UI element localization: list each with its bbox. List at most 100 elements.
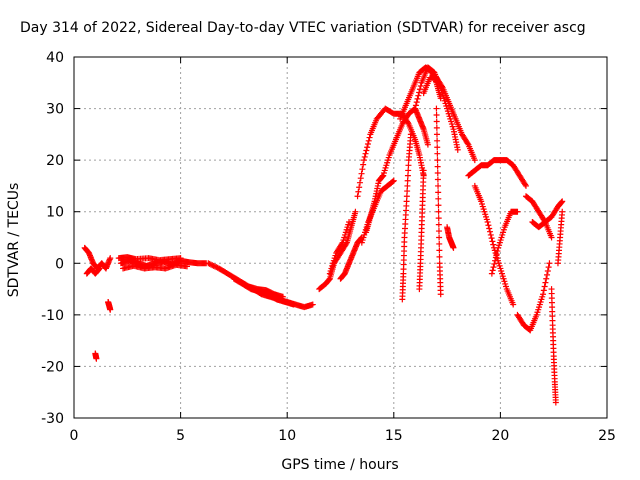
grid bbox=[74, 57, 607, 418]
chart-title: Day 314 of 2022, Sidereal Day-to-day VTE… bbox=[20, 20, 586, 36]
data-point bbox=[356, 179, 363, 186]
data-point bbox=[390, 177, 397, 184]
data-point bbox=[433, 124, 440, 131]
y-tick-label: -20 bbox=[41, 359, 64, 375]
data-point bbox=[471, 157, 478, 164]
data-point bbox=[433, 131, 440, 138]
data-point bbox=[439, 83, 446, 90]
data-point bbox=[390, 178, 396, 185]
data-point bbox=[364, 144, 371, 151]
data-point bbox=[543, 275, 550, 282]
data-point bbox=[93, 355, 100, 362]
series-drop-4 bbox=[444, 224, 457, 251]
series-arc-early-lower bbox=[83, 265, 103, 277]
data-point bbox=[487, 231, 494, 238]
data-point bbox=[436, 247, 443, 254]
data-point bbox=[412, 102, 419, 109]
data-point bbox=[433, 118, 440, 125]
data-point bbox=[416, 86, 423, 93]
series-drop-3 bbox=[433, 105, 444, 298]
series-arc-h bbox=[465, 157, 529, 189]
data-point bbox=[436, 240, 443, 247]
ticks: 0 5 10 15 20 25 -30 -20 -10 0 10 20 30 40 bbox=[41, 50, 616, 444]
data-point bbox=[405, 167, 412, 174]
data-point bbox=[413, 99, 420, 106]
data-point bbox=[354, 193, 361, 200]
data-point bbox=[437, 291, 444, 298]
data-point bbox=[545, 264, 552, 271]
data-point bbox=[211, 263, 218, 270]
series-arc-a bbox=[354, 105, 427, 200]
y-tick-label: -30 bbox=[41, 411, 64, 427]
data-point bbox=[510, 301, 517, 308]
data-point bbox=[209, 262, 216, 269]
data-point bbox=[434, 144, 441, 151]
data-point bbox=[433, 112, 440, 119]
data-point bbox=[494, 248, 501, 255]
data-point bbox=[309, 301, 316, 308]
data-point bbox=[552, 399, 559, 406]
data-point bbox=[487, 228, 494, 235]
data-point bbox=[492, 254, 499, 261]
data-point bbox=[290, 301, 297, 308]
data-point bbox=[544, 271, 551, 278]
series-drop-2 bbox=[416, 167, 427, 293]
data-point bbox=[450, 244, 457, 251]
data-point bbox=[183, 263, 190, 270]
data-point bbox=[435, 228, 442, 235]
data-point bbox=[542, 279, 549, 286]
y-tick-label: -10 bbox=[41, 308, 64, 324]
y-tick-label: 10 bbox=[46, 205, 64, 221]
data-point bbox=[412, 105, 419, 112]
data-point bbox=[405, 162, 412, 169]
data-point bbox=[404, 182, 411, 189]
data-point bbox=[559, 198, 566, 205]
data-point bbox=[548, 234, 555, 241]
data-point bbox=[357, 175, 364, 182]
data-point bbox=[352, 208, 359, 215]
series-rise-2 bbox=[326, 219, 353, 277]
data-point bbox=[417, 83, 424, 90]
series-arc-g bbox=[420, 74, 478, 164]
data-point bbox=[491, 260, 498, 267]
data-point bbox=[544, 268, 551, 275]
data-point bbox=[436, 253, 443, 260]
data-point bbox=[358, 170, 365, 177]
x-tick-label: 20 bbox=[491, 428, 509, 444]
data-point bbox=[435, 221, 442, 228]
data-point bbox=[399, 296, 406, 303]
data-point bbox=[464, 140, 471, 147]
data-point bbox=[360, 161, 367, 168]
data-point bbox=[490, 264, 497, 271]
data-point bbox=[338, 240, 345, 247]
series-plunge bbox=[548, 286, 559, 406]
data-point bbox=[361, 153, 368, 160]
data-point bbox=[355, 188, 362, 195]
series-flat-3 bbox=[115, 254, 184, 264]
data-point bbox=[424, 141, 431, 148]
data-point bbox=[546, 260, 553, 267]
series-flat-2 bbox=[120, 261, 190, 272]
data-point bbox=[454, 146, 461, 153]
data-point bbox=[522, 181, 529, 188]
plot-frame bbox=[73, 56, 608, 419]
y-tick-label: 40 bbox=[46, 50, 64, 66]
data-point bbox=[363, 147, 370, 154]
series-isolated-a bbox=[92, 350, 100, 362]
series-isolated-b bbox=[105, 298, 114, 313]
data-point bbox=[404, 177, 411, 184]
data-point bbox=[433, 105, 440, 112]
x-tick-label: 25 bbox=[598, 428, 616, 444]
data-point bbox=[493, 251, 500, 258]
series-arc-c bbox=[363, 172, 387, 236]
data-point bbox=[364, 141, 371, 148]
data-point bbox=[403, 193, 410, 200]
series-arc-j bbox=[488, 208, 521, 277]
data-point bbox=[514, 208, 521, 215]
data-point bbox=[362, 150, 369, 157]
series-arc-early bbox=[81, 244, 114, 272]
data-point bbox=[489, 238, 496, 245]
data-point bbox=[492, 257, 499, 264]
data-point bbox=[436, 234, 443, 241]
data-point bbox=[359, 166, 366, 173]
